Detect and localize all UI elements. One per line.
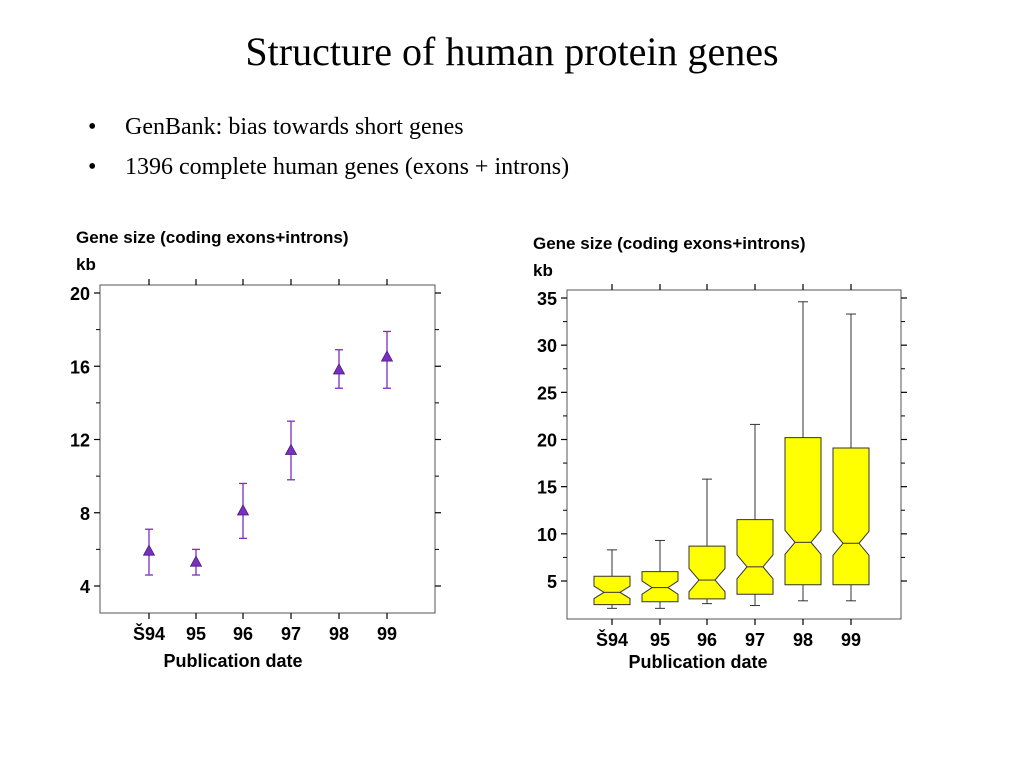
y-tick-label: 16 bbox=[70, 357, 90, 377]
data-point-triangle bbox=[189, 555, 203, 567]
x-tick-label: 99 bbox=[377, 624, 397, 644]
notched-box bbox=[641, 571, 679, 603]
notched-box bbox=[832, 447, 870, 586]
y-tick-label: 30 bbox=[537, 336, 557, 356]
bullet-text: 1396 complete human genes (exons + intro… bbox=[125, 154, 570, 180]
notched-box bbox=[593, 575, 631, 606]
x-tick-label: 99 bbox=[841, 630, 861, 650]
bullet-text: GenBank: bias towards short genes bbox=[125, 114, 464, 140]
data-point-triangle bbox=[332, 363, 346, 375]
y-axis-unit: kb bbox=[76, 255, 96, 274]
y-tick-label: 15 bbox=[537, 478, 557, 498]
x-axis-title: Publication date bbox=[163, 651, 302, 671]
x-tick-label: 98 bbox=[329, 624, 349, 644]
y-tick-label: 5 bbox=[547, 572, 557, 592]
x-tick-label: 95 bbox=[186, 624, 206, 644]
y-tick-label: 4 bbox=[80, 577, 90, 597]
y-tick-label: 35 bbox=[537, 289, 557, 309]
y-axis-title: Gene size (coding exons+introns) bbox=[76, 228, 349, 247]
plot-frame bbox=[566, 289, 902, 620]
slide-title: Structure of human protein genes bbox=[245, 29, 779, 74]
x-tick-label: 97 bbox=[745, 630, 765, 650]
data-point-triangle bbox=[284, 443, 298, 455]
x-axis-title: Publication date bbox=[628, 652, 767, 672]
y-axis-title: Gene size (coding exons+introns) bbox=[533, 234, 806, 253]
y-tick-label: 25 bbox=[537, 383, 557, 403]
y-tick-label: 20 bbox=[70, 284, 90, 304]
data-point-triangle bbox=[236, 504, 250, 516]
notched-box bbox=[688, 545, 726, 600]
y-tick-label: 8 bbox=[80, 504, 90, 524]
x-tick-label: 96 bbox=[697, 630, 717, 650]
x-tick-label: 98 bbox=[793, 630, 813, 650]
bullet-dot-icon: • bbox=[88, 154, 97, 180]
data-point-triangle bbox=[142, 544, 156, 556]
x-tick-label: Š94 bbox=[596, 629, 628, 650]
data-point-triangle bbox=[380, 350, 394, 362]
notched-box bbox=[736, 519, 774, 595]
x-tick-label: Š94 bbox=[133, 623, 165, 644]
x-tick-label: 97 bbox=[281, 624, 301, 644]
y-tick-label: 10 bbox=[537, 525, 557, 545]
bullet-dot-icon: • bbox=[88, 114, 97, 140]
bullet-list: • GenBank: bias towards short genes • 13… bbox=[88, 112, 569, 192]
y-axis-unit: kb bbox=[533, 261, 553, 280]
bullet-item: • GenBank: bias towards short genes bbox=[88, 112, 569, 152]
plot-frame bbox=[99, 284, 436, 614]
scatter-chart-left: 4 8 12 16 20 Š94 95 96 97 98 99 Gene size (coding e… bbox=[70, 228, 441, 671]
bullet-item: • 1396 complete human genes (exons + int… bbox=[88, 152, 569, 192]
notched-box bbox=[784, 437, 822, 586]
y-tick-label: 20 bbox=[537, 431, 557, 451]
y-tick-label: 12 bbox=[70, 431, 90, 451]
x-tick-label: 95 bbox=[650, 630, 670, 650]
x-tick-label: 96 bbox=[233, 624, 253, 644]
boxplot-chart-right: 5 10 15 20 25 30 35 Š94 95 96 97 98 99 Gene size (cod… bbox=[533, 234, 907, 672]
